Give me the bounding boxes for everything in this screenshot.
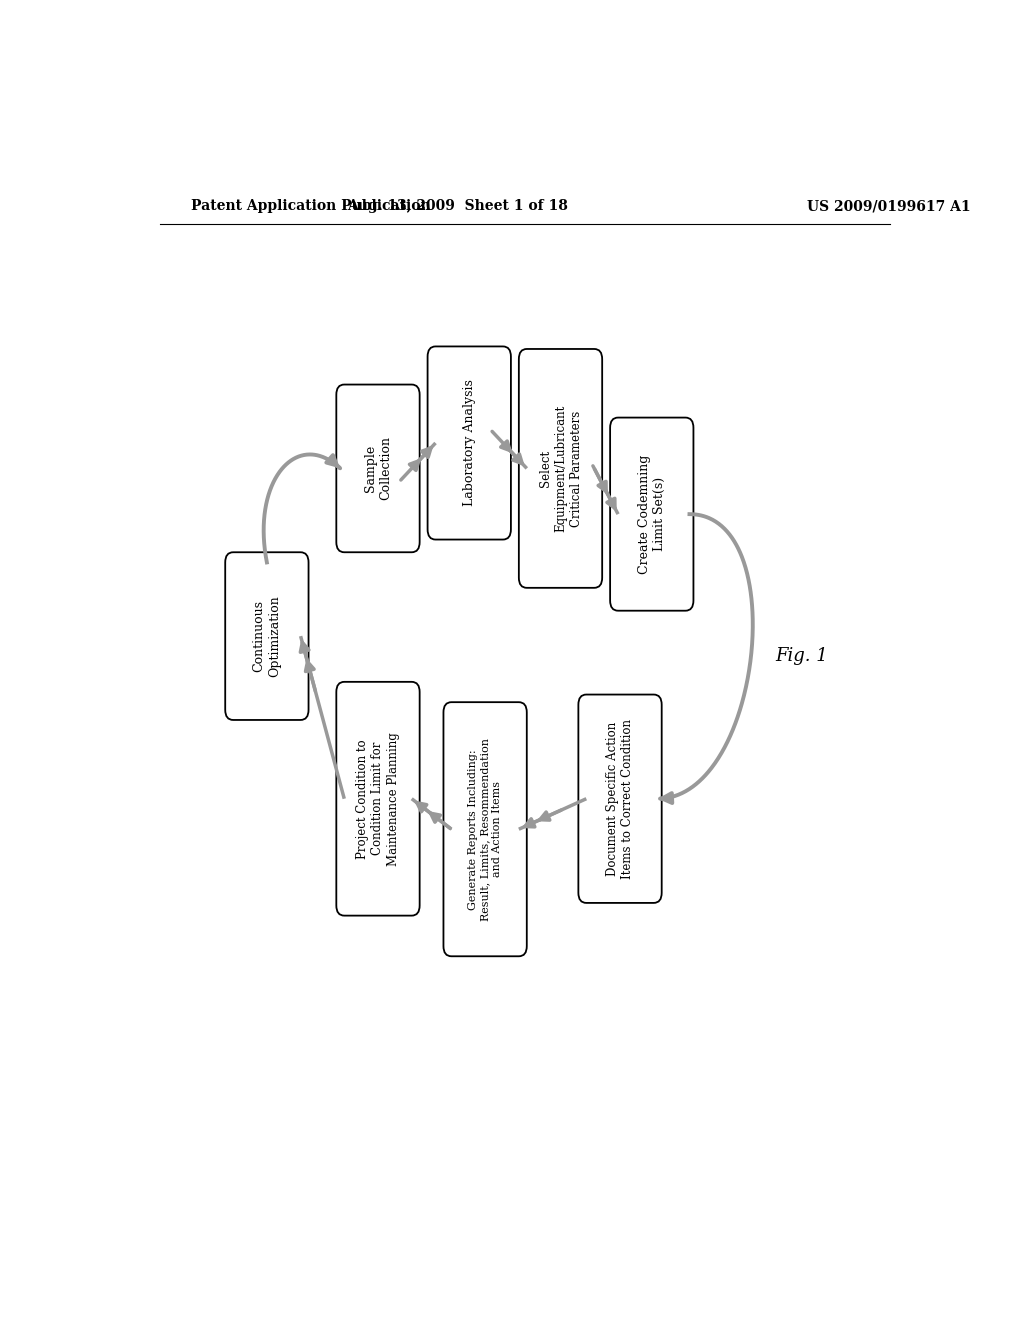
Text: US 2009/0199617 A1: US 2009/0199617 A1 <box>807 199 970 213</box>
Text: Create Codemning
Limit Set(s): Create Codemning Limit Set(s) <box>638 454 666 574</box>
FancyBboxPatch shape <box>610 417 693 611</box>
FancyBboxPatch shape <box>428 346 511 540</box>
Text: Select
Equipment/Lubricant
Critical Parameters: Select Equipment/Lubricant Critical Para… <box>539 405 583 532</box>
Text: Document Specific Action
Items to Correct Condition: Document Specific Action Items to Correc… <box>606 718 634 879</box>
FancyBboxPatch shape <box>336 384 420 552</box>
Text: Sample
Collection: Sample Collection <box>364 437 392 500</box>
FancyBboxPatch shape <box>336 682 420 916</box>
Text: Continuous
Optimization: Continuous Optimization <box>253 595 282 677</box>
Text: Aug. 13, 2009  Sheet 1 of 18: Aug. 13, 2009 Sheet 1 of 18 <box>347 199 567 213</box>
FancyBboxPatch shape <box>225 552 308 719</box>
FancyBboxPatch shape <box>579 694 662 903</box>
FancyBboxPatch shape <box>519 348 602 587</box>
FancyBboxPatch shape <box>443 702 526 956</box>
Text: Generate Reports Including:
Result, Limits, Resommendation
and Action Items: Generate Reports Including: Result, Limi… <box>468 738 502 921</box>
Text: Patent Application Publication: Patent Application Publication <box>191 199 431 213</box>
Text: Project Condition to
Condition Limit for
Maintenance Planning: Project Condition to Condition Limit for… <box>356 731 400 866</box>
Text: Laboratory Analysis: Laboratory Analysis <box>463 380 476 507</box>
Text: Fig. 1: Fig. 1 <box>775 647 827 665</box>
